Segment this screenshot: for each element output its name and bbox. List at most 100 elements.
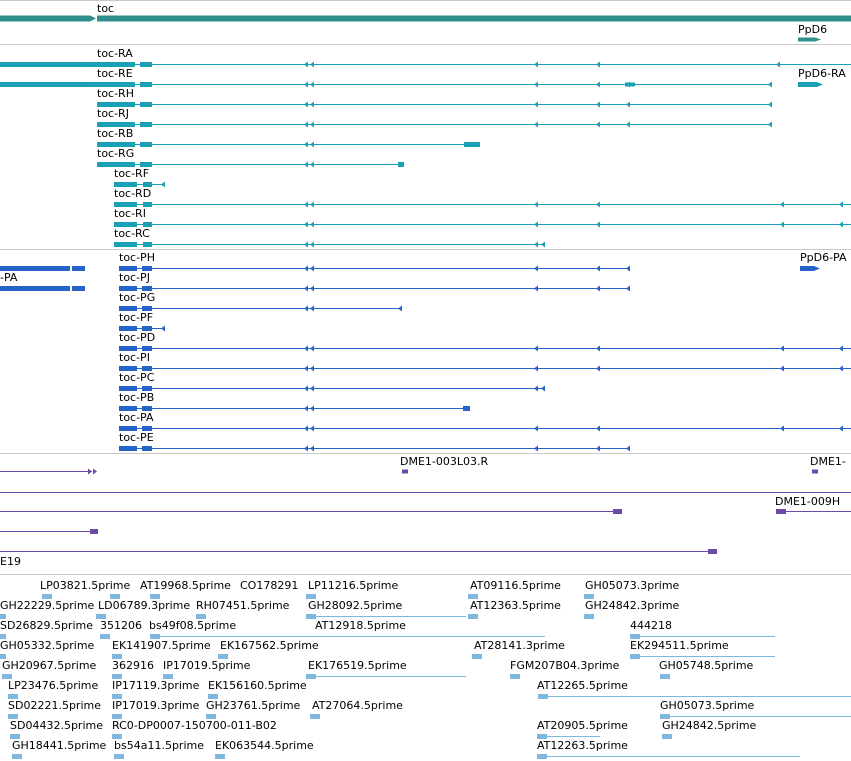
exon-block xyxy=(12,754,22,759)
exon-block xyxy=(472,654,482,659)
exon-block xyxy=(114,242,137,247)
feature-label: toc-RE xyxy=(97,67,133,80)
strand-arrow-icon xyxy=(88,468,92,475)
strand-arrow-icon xyxy=(161,325,165,332)
feature-label: GH28092.5prime xyxy=(308,599,403,612)
exon-block xyxy=(114,202,137,207)
strand-arrow-icon xyxy=(534,425,538,432)
strand-arrow-icon xyxy=(304,265,308,272)
feature-label: PpD6-PA xyxy=(800,251,847,264)
exon-block xyxy=(142,286,152,291)
exon-block xyxy=(97,102,135,107)
exon-block xyxy=(306,594,316,599)
feature-label: 362916 xyxy=(112,659,154,672)
exon-block xyxy=(140,82,152,87)
exon-block xyxy=(163,674,173,679)
exon-block xyxy=(708,549,717,554)
feature-label: AT12265.5prime xyxy=(537,679,628,692)
strand-arrow-icon xyxy=(839,425,843,432)
feature-label: LP03821.5prime xyxy=(40,579,131,592)
exon-block xyxy=(310,714,320,719)
exon-block xyxy=(142,306,152,311)
strand-arrow-icon xyxy=(596,81,600,88)
feature-label: FGM207B04.3prime xyxy=(510,659,620,672)
strand-arrow-icon xyxy=(304,405,308,412)
feature-label: toc-RC xyxy=(114,227,150,240)
exon-block xyxy=(630,634,640,639)
exon-block xyxy=(142,446,152,451)
strand-arrow-icon xyxy=(310,161,314,168)
strand-arrow-icon xyxy=(310,345,314,352)
feature-label: -PA xyxy=(0,271,18,284)
strand-arrow-icon xyxy=(304,81,308,88)
exon-block xyxy=(468,614,478,619)
feature-label: IP17119.3prime xyxy=(112,679,200,692)
strand-arrow-icon xyxy=(626,445,630,452)
strand-arrow-icon xyxy=(304,101,308,108)
strand-arrow-icon xyxy=(596,445,600,452)
exon-block xyxy=(114,222,137,227)
exon-block xyxy=(625,82,635,87)
strand-arrow-icon xyxy=(534,365,538,372)
feature-label: EK063544.5prime xyxy=(215,739,314,752)
exon-block xyxy=(613,509,622,514)
exon-block xyxy=(114,182,137,187)
exon-block xyxy=(72,62,95,67)
strand-arrow-icon xyxy=(304,221,308,228)
exon-block xyxy=(812,469,818,474)
exon-block xyxy=(142,346,152,351)
feature-label: AT19968.5prime xyxy=(140,579,231,592)
exon-block xyxy=(306,614,316,619)
exon-block xyxy=(96,614,106,619)
feature-end-arrow-icon xyxy=(815,37,821,42)
strand-arrow-icon xyxy=(310,425,314,432)
exon-block xyxy=(119,426,137,431)
strand-arrow-icon xyxy=(776,61,780,68)
strand-arrow-icon xyxy=(534,345,538,352)
strand-arrow-icon xyxy=(780,221,784,228)
exon-block xyxy=(218,654,228,659)
strand-arrow-icon xyxy=(596,101,600,108)
exon-block xyxy=(90,529,98,534)
strand-arrow-icon xyxy=(626,101,630,108)
feature-label: AT27064.5prime xyxy=(312,699,403,712)
exon-block xyxy=(112,734,122,739)
exon-block xyxy=(140,162,152,167)
strand-arrow-icon xyxy=(304,201,308,208)
feature-label: GH23761.5prime xyxy=(206,699,301,712)
exon-block xyxy=(8,714,18,719)
strand-arrow-icon xyxy=(596,61,600,68)
strand-arrow-icon xyxy=(534,445,538,452)
exon-block xyxy=(140,102,152,107)
strand-arrow-icon xyxy=(541,385,545,392)
feature-label: GH05073.3prime xyxy=(585,579,680,592)
exon-block xyxy=(468,594,478,599)
strand-arrow-icon xyxy=(310,241,314,248)
feature-label: toc-PI xyxy=(119,351,150,364)
feature-label: PpD6 xyxy=(798,23,828,36)
strand-arrow-icon xyxy=(304,285,308,292)
feature-label: RH07451.5prime xyxy=(196,599,290,612)
feature-label: GH24842.3prime xyxy=(585,599,680,612)
strand-arrow-icon xyxy=(534,221,538,228)
exon-block xyxy=(97,15,851,22)
exon-block xyxy=(800,266,814,271)
exon-block xyxy=(798,82,817,87)
strand-arrow-icon xyxy=(398,305,402,312)
strand-arrow-icon xyxy=(780,345,784,352)
strand-arrow-icon xyxy=(768,101,772,108)
strand-arrow-icon xyxy=(93,468,97,475)
exon-block xyxy=(0,62,70,67)
strand-arrow-icon xyxy=(596,425,600,432)
exon-block xyxy=(0,286,70,291)
feature-label: EK156160.5prime xyxy=(208,679,307,692)
strand-arrow-icon xyxy=(310,445,314,452)
strand-arrow-icon xyxy=(534,241,538,248)
strand-arrow-icon xyxy=(596,345,600,352)
exon-block xyxy=(100,634,110,639)
feature-label: RC0-DP0007-150700-011-B02 xyxy=(112,719,277,732)
strand-arrow-icon xyxy=(304,161,308,168)
feature-label: AT12363.5prime xyxy=(470,599,561,612)
exon-block xyxy=(8,694,18,699)
exon-block xyxy=(72,266,85,271)
